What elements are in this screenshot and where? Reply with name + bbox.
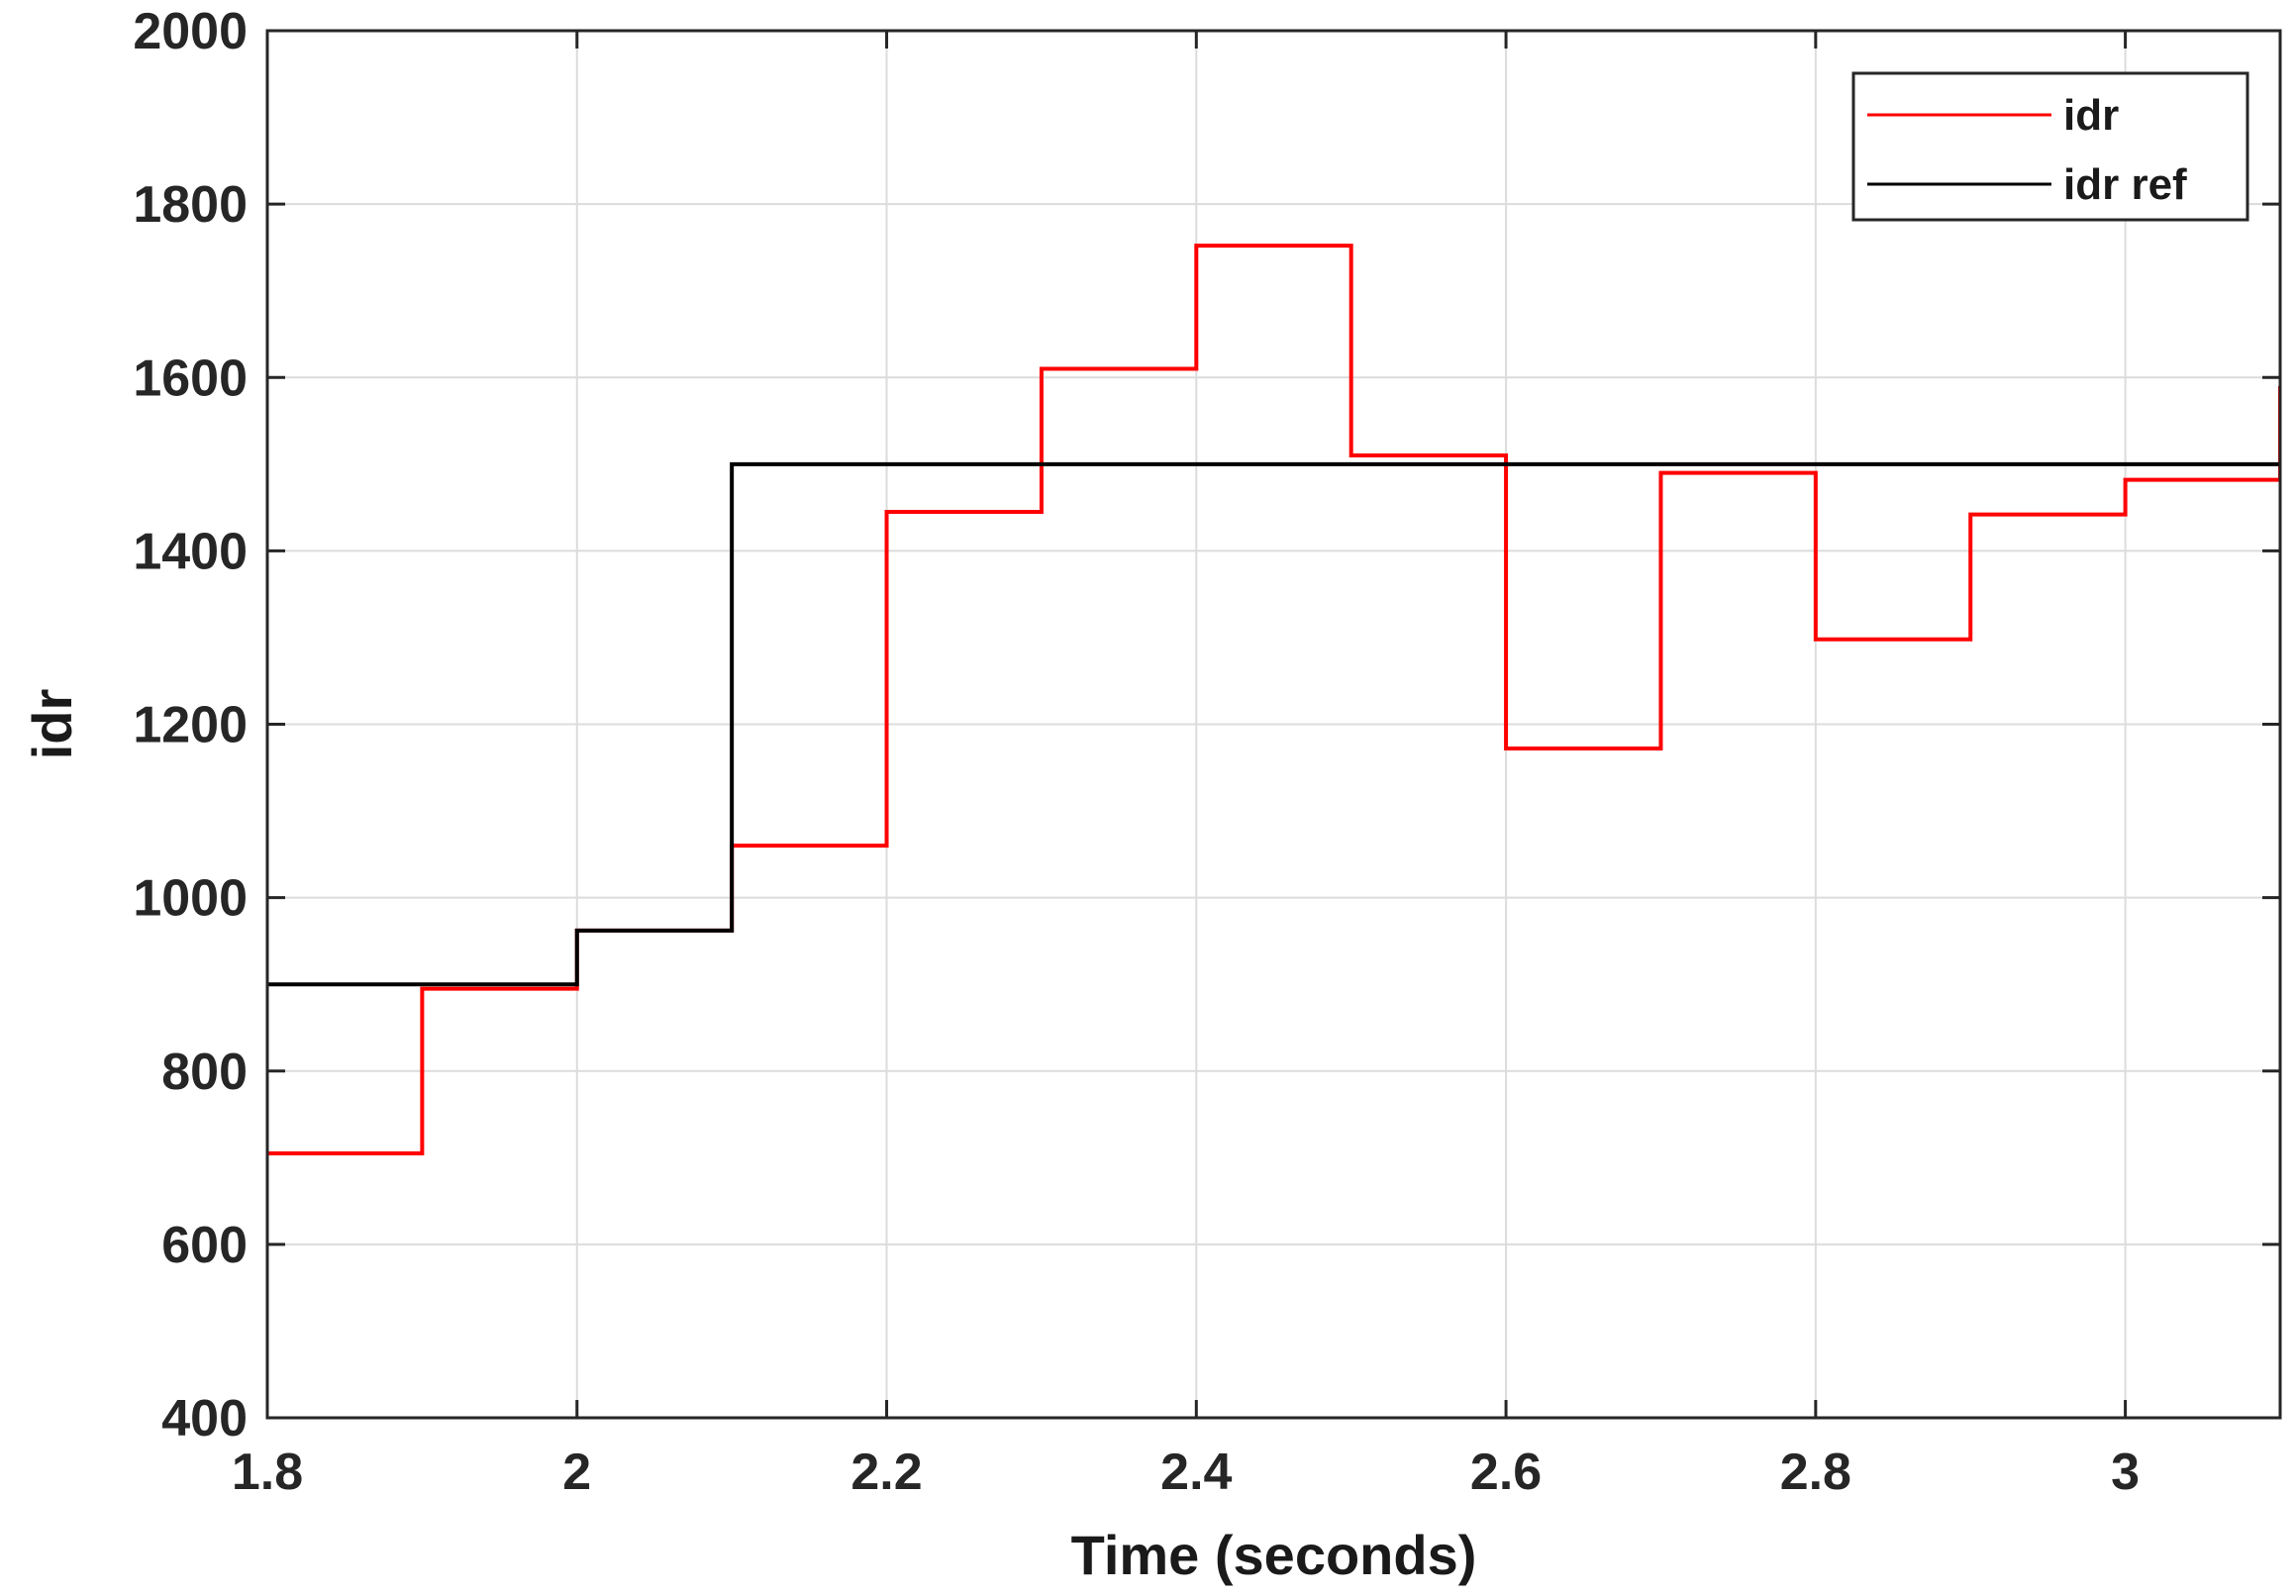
series-line-1: [267, 461, 2280, 987]
legend-label-idr: idr: [2063, 91, 2119, 140]
y-tick-label: 400: [161, 1390, 248, 1447]
legend-box: [1851, 71, 2249, 222]
legend: idr idr ref: [1851, 71, 2249, 222]
x-tick-label: 2.2: [850, 1444, 922, 1501]
y-tick-label: 1000: [133, 870, 248, 928]
series-line-0: [267, 244, 2280, 1155]
x-tick-label: 2.6: [1470, 1444, 1542, 1501]
x-tick-label: 1.8: [232, 1444, 303, 1501]
x-tick-label: 2.8: [1780, 1444, 1851, 1501]
y-axis-title: idr: [21, 689, 83, 760]
grid-lines: [266, 30, 2280, 1419]
y-tick-label: 1800: [133, 176, 248, 234]
x-tick-label: 2.4: [1160, 1444, 1232, 1501]
x-tick-label: 3: [2111, 1444, 2140, 1501]
x-tick-labels: 1.8 2 2.2 2.4 2.6 2.8 3: [232, 1444, 2140, 1501]
y-tick-label: 2000: [133, 3, 248, 60]
axis-ticks: [265, 29, 2280, 1420]
y-tick-label: 1200: [133, 697, 248, 754]
y-tick-label: 600: [161, 1217, 248, 1274]
x-axis-title: Time (seconds): [1071, 1524, 1477, 1586]
x-tick-label: 2: [562, 1444, 591, 1501]
y-tick-label: 1400: [133, 523, 248, 580]
y-tick-label: 1600: [133, 349, 248, 407]
y-tick-label: 800: [161, 1044, 248, 1101]
legend-label-idr-ref: idr ref: [2063, 160, 2187, 209]
y-tick-labels: 400 600 800 1000 1200 1400 1600 1800 2000: [133, 3, 248, 1447]
series-layer: [267, 244, 2280, 1155]
